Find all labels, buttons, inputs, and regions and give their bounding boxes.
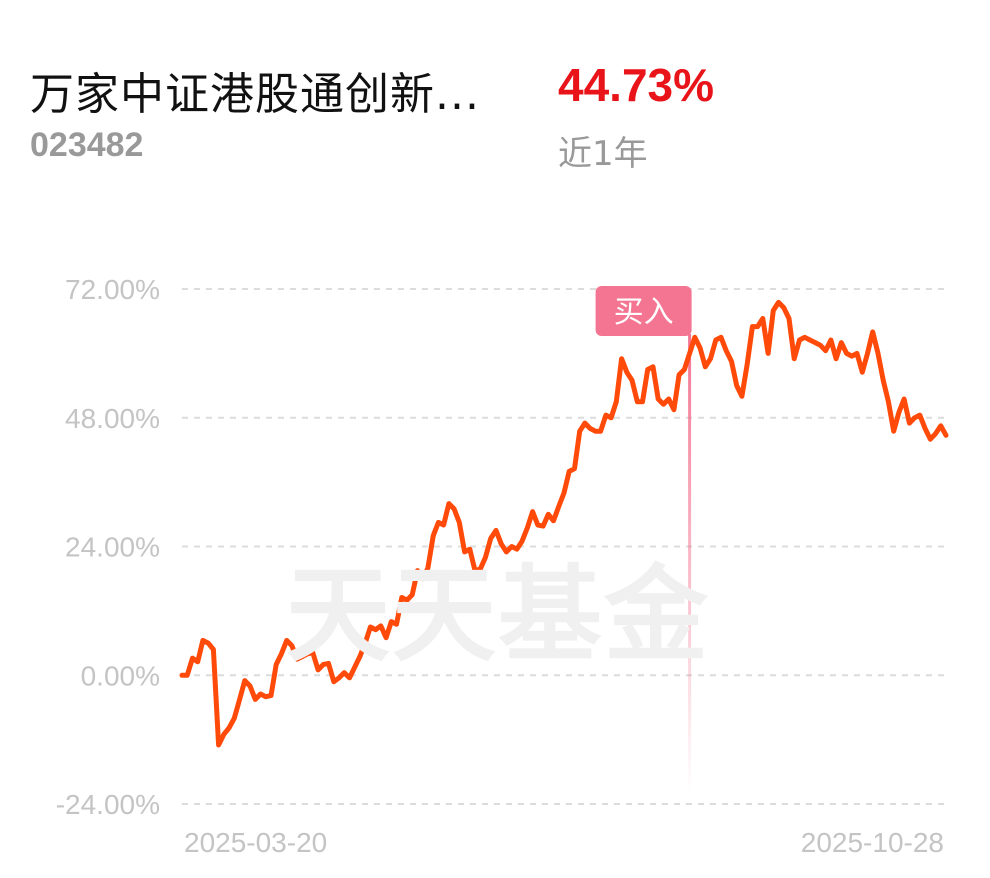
- buy-marker-label: 买入: [614, 295, 674, 330]
- watermark: 天天基金: [286, 553, 711, 676]
- y-tick-label: 24.00%: [65, 532, 160, 563]
- buy-marker-badge: [595, 286, 692, 336]
- fund-name: 万家中证港股通创新...: [30, 69, 480, 120]
- y-tick-label: 48.00%: [65, 403, 160, 434]
- y-tick-label: 72.00%: [65, 274, 160, 305]
- return-series-line[interactable]: [179, 299, 949, 748]
- x-tick-label-end: 2025-10-28: [801, 827, 944, 858]
- buy-marker-line: [688, 334, 692, 796]
- return-period: 近1年: [558, 134, 648, 174]
- fund-code: 023482: [30, 126, 144, 164]
- return-value: 44.73%: [558, 59, 715, 111]
- y-tick-label: -24.00%: [56, 789, 160, 820]
- x-tick-label-start: 2025-03-20: [184, 827, 327, 858]
- y-tick-label: 0.00%: [81, 660, 160, 691]
